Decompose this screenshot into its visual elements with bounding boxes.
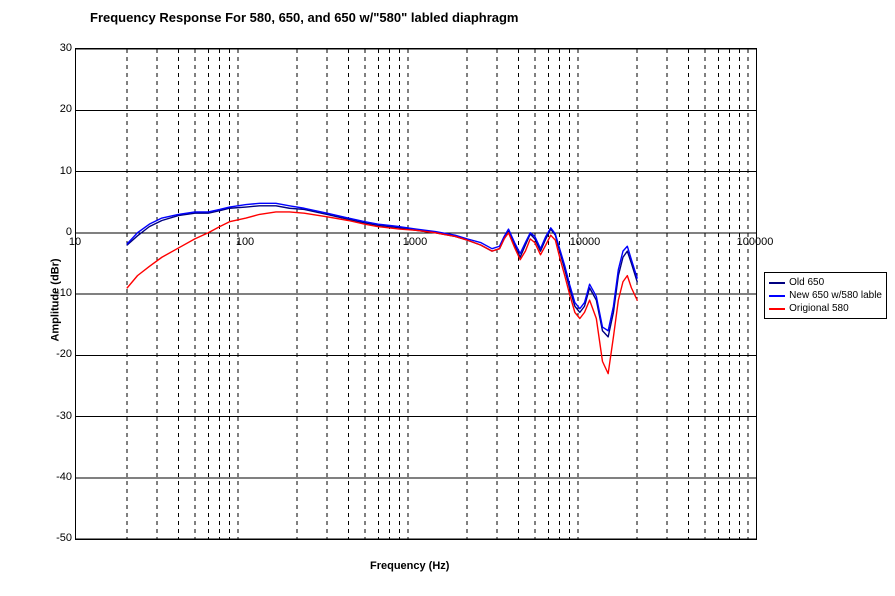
x-tick-label: 100	[236, 236, 254, 248]
x-axis-label: Frequency (Hz)	[370, 560, 449, 572]
legend: Old 650New 650 w/580 lableOrigional 580	[764, 272, 887, 319]
y-tick-label: 0	[42, 226, 72, 238]
y-tick-label: 20	[42, 103, 72, 115]
chart-container: Frequency Response For 580, 650, and 650…	[0, 0, 895, 596]
y-tick-label: -40	[42, 471, 72, 483]
legend-label: Origional 580	[789, 302, 848, 315]
legend-label: New 650 w/580 lable	[789, 289, 882, 302]
plot-area	[75, 48, 757, 540]
legend-item: Origional 580	[769, 302, 882, 315]
x-tick-label: 10	[69, 236, 81, 248]
y-tick-label: -30	[42, 410, 72, 422]
plot-svg	[76, 49, 756, 539]
y-tick-label: 10	[42, 165, 72, 177]
x-tick-label: 10000	[570, 236, 601, 248]
legend-swatch	[769, 308, 785, 310]
legend-item: Old 650	[769, 276, 882, 289]
y-tick-label: 30	[42, 42, 72, 54]
legend-label: Old 650	[789, 276, 824, 289]
x-tick-label: 100000	[737, 236, 774, 248]
legend-item: New 650 w/580 lable	[769, 289, 882, 302]
chart-title: Frequency Response For 580, 650, and 650…	[90, 10, 519, 25]
y-axis-label: Amplitude (dBr)	[50, 258, 62, 341]
legend-swatch	[769, 282, 785, 284]
legend-swatch	[769, 295, 785, 297]
y-tick-label: -50	[42, 532, 72, 544]
y-tick-label: -20	[42, 348, 72, 360]
y-tick-label: -10	[42, 287, 72, 299]
x-tick-label: 1000	[403, 236, 427, 248]
